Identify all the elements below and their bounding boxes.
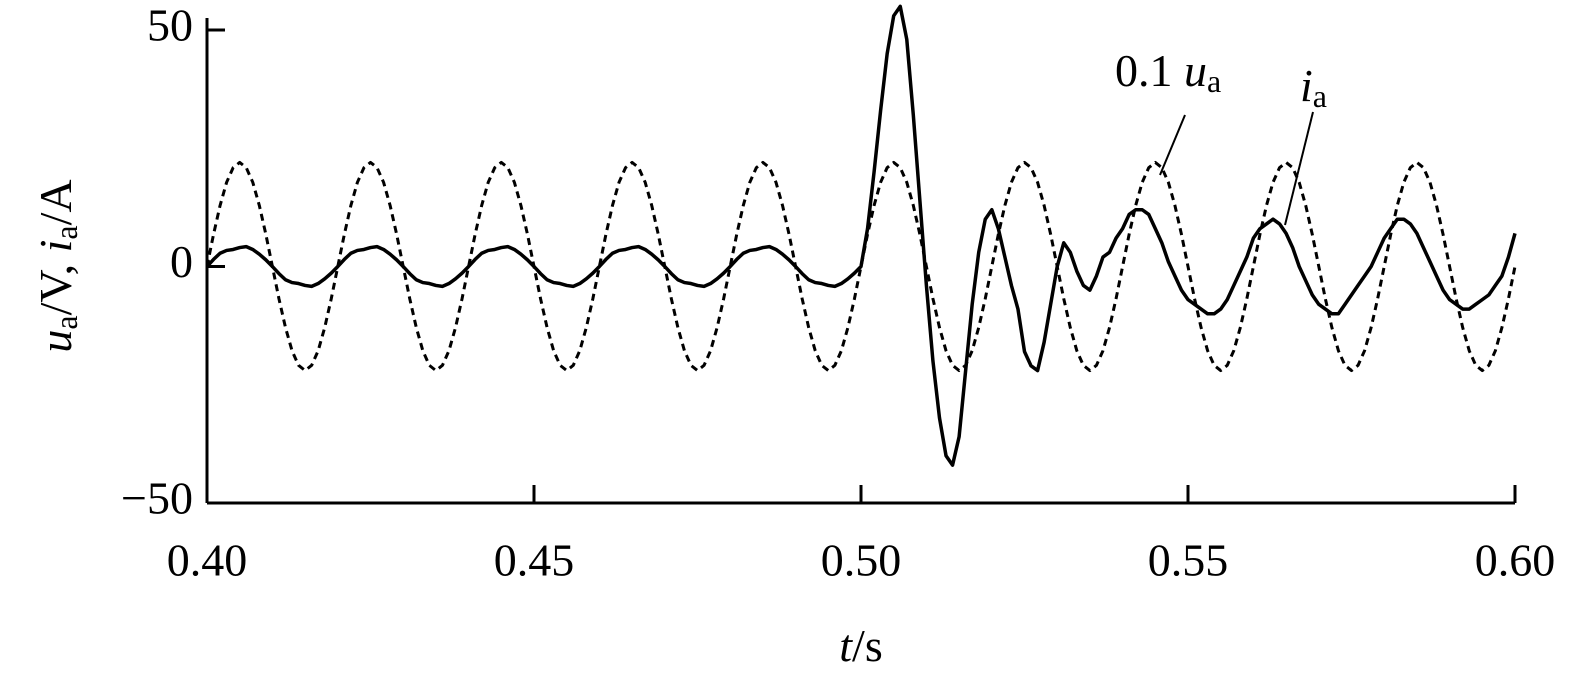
text-part: /s [852, 620, 883, 671]
x-tick-label: 0.45 [494, 535, 575, 586]
x-tick-label: 0.40 [167, 535, 248, 586]
text-part: i [1300, 60, 1313, 111]
y-tick-label: −50 [121, 473, 193, 524]
leader-line [1284, 111, 1314, 226]
text-part: u [1184, 45, 1207, 96]
leader-line [1159, 114, 1186, 176]
series-line [205, 4, 1517, 467]
y-tick-label: 0 [170, 236, 193, 287]
x-tick-label: 0.50 [821, 535, 902, 586]
text-part: 0.1 [1115, 45, 1184, 96]
series-label: ia [1300, 60, 1327, 114]
series-label: 0.1 ua [1115, 45, 1221, 99]
series-line [205, 160, 1517, 373]
x-tick-label: 0.60 [1475, 535, 1556, 586]
text-part: a [1207, 63, 1221, 99]
x-axis-label: t/s [839, 620, 882, 671]
text-part: i [30, 240, 81, 253]
y-axis-label: ua/V, ia/A [30, 179, 84, 352]
y-tick-label: 50 [147, 0, 193, 51]
text-part: a [48, 225, 84, 239]
text-part: /V, [30, 252, 81, 315]
text-part: a [48, 315, 84, 329]
x-tick-label: 0.55 [1148, 535, 1229, 586]
text-part: t [839, 620, 853, 671]
text-part: u [30, 330, 81, 353]
text-part: a [1313, 78, 1327, 114]
text-part: /A [30, 179, 81, 225]
